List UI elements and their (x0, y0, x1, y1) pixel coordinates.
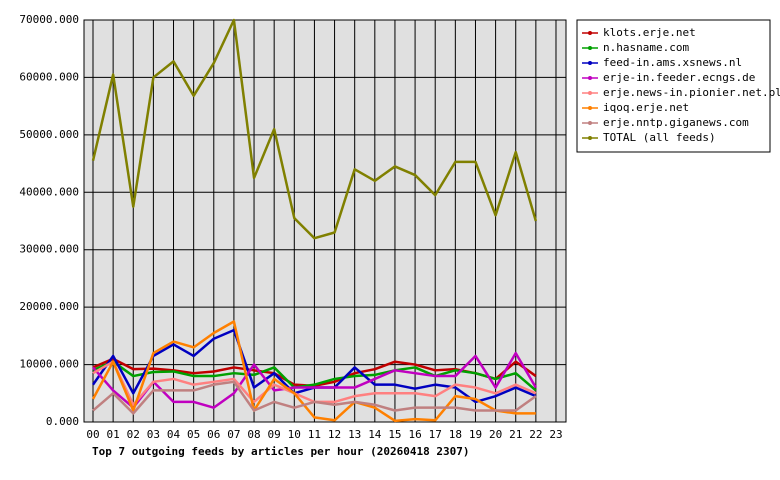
y-tick-label: 60000.000 (19, 70, 79, 83)
x-tick-label: 15 (388, 428, 401, 441)
series-line (92, 380, 537, 415)
legend-marker (588, 121, 592, 125)
legend-label: iqoq.erje.net (603, 101, 689, 114)
x-tick-label: 19 (469, 428, 482, 441)
x-tick-label: 03 (147, 428, 160, 441)
legend-label: erje.nntp.giganews.com (603, 116, 749, 129)
legend-label: klots.erje.net (603, 26, 696, 39)
x-tick-label: 18 (449, 428, 462, 441)
x-tick-label: 12 (328, 428, 341, 441)
legend-label: erje.news-in.pionier.net.pl (603, 86, 780, 99)
legend-label: feed-in.ams.xsnews.nl (603, 56, 742, 69)
legend-marker (588, 106, 592, 110)
x-tick-label: 11 (308, 428, 321, 441)
x-tick-label: 20 (489, 428, 502, 441)
x-tick-label: 14 (368, 428, 382, 441)
legend-marker (588, 136, 592, 140)
legend-marker (588, 31, 592, 35)
x-tick-label: 09 (268, 428, 281, 441)
x-tick-label: 13 (348, 428, 361, 441)
x-tick-label: 08 (247, 428, 260, 441)
series-line (91, 320, 536, 423)
y-tick-label: 40000.000 (19, 185, 79, 198)
series-line (92, 351, 537, 409)
legend-marker (588, 76, 592, 80)
y-tick-label: 30000.000 (19, 243, 79, 256)
series-line (91, 18, 538, 240)
legend-marker (588, 46, 592, 50)
x-tick-label: 16 (408, 428, 421, 441)
legend-label: erje-in.feeder.ecngs.de (603, 71, 755, 84)
x-tick-label: 10 (288, 428, 301, 441)
legend-box (576, 19, 771, 153)
x-tick-label: 23 (549, 428, 562, 441)
x-tick-label: 02 (127, 428, 140, 441)
legend-marker (588, 91, 592, 95)
y-tick-label: 0.000 (46, 415, 79, 428)
y-tick-label: 50000.000 (19, 128, 79, 141)
x-tick-label: 06 (207, 428, 220, 441)
x-tick-label: 05 (187, 428, 200, 441)
plot-area (83, 19, 567, 423)
x-tick-label: 21 (509, 428, 522, 441)
x-tick-label: 00 (86, 428, 99, 441)
y-tick-label: 10000.000 (19, 358, 79, 371)
legend-label: n.hasname.com (603, 41, 689, 54)
x-tick-label: 04 (167, 428, 181, 441)
y-tick-label: 70000.000 (19, 13, 79, 26)
series-line (92, 360, 537, 392)
x-tick-label: 07 (227, 428, 240, 441)
y-tick-label: 20000.000 (19, 300, 79, 313)
x-tick-label: 01 (107, 428, 120, 441)
x-tick-label: 22 (529, 428, 542, 441)
legend-marker (588, 61, 592, 65)
x-tick-label: 17 (429, 428, 442, 441)
legend-label: TOTAL (all feeds) (603, 131, 716, 144)
chart-title: Top 7 outgoing feeds by articles per hou… (92, 445, 470, 458)
